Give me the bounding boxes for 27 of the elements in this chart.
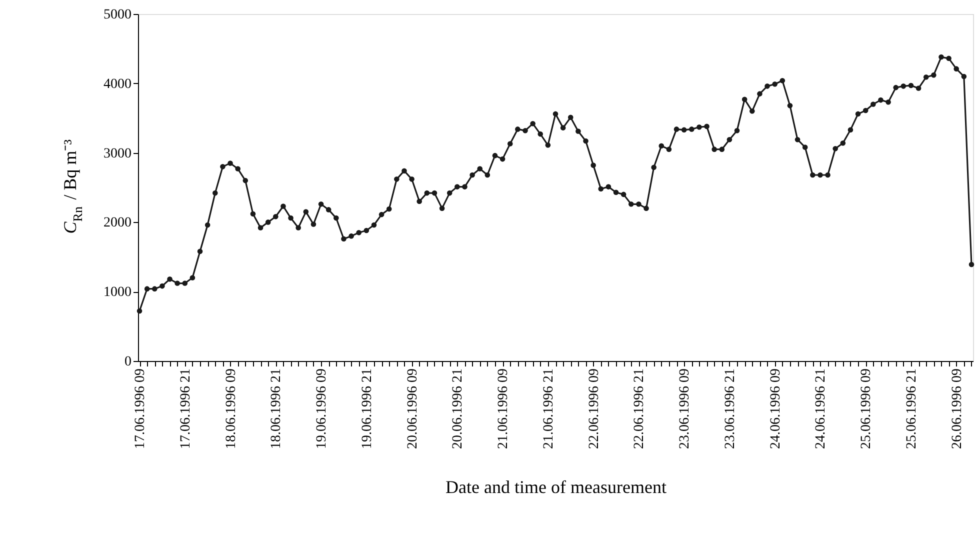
x-axis-title: Date and time of measurement — [446, 477, 666, 497]
y-tick-label: 5000 — [104, 8, 132, 22]
x-tick-label: 18.06.1996 09 — [224, 368, 239, 449]
x-tick-label: 24.06.1996 21 — [814, 368, 829, 449]
x-tick-label: 18.06.1996 21 — [269, 368, 284, 449]
x-tick-label: 25.06.1996 09 — [859, 368, 874, 449]
x-tick-label: 21.06.1996 21 — [541, 368, 556, 449]
x-tick-label: 19.06.1996 09 — [314, 368, 330, 449]
x-tick-label: 25.06.1996 21 — [904, 368, 920, 449]
y-tick-label: 2000 — [104, 216, 132, 231]
x-tick-label: 17.06.1996 21 — [178, 368, 194, 449]
y-tick-label: 1000 — [104, 285, 132, 300]
y-tick-label: 3000 — [104, 146, 132, 162]
x-tick-label: 22.06.1996 09 — [586, 368, 602, 449]
x-tick-label: 20.06.1996 09 — [405, 368, 420, 449]
x-tick-label: 20.06.1996 21 — [450, 368, 466, 449]
x-tick-label: 21.06.1996 09 — [496, 368, 512, 449]
x-tick-label: 19.06.1996 21 — [360, 368, 375, 449]
y-tick-label: 4000 — [104, 76, 132, 92]
y-axis-title: CRn / Bq m⁻³ — [60, 138, 85, 234]
y-tick-label: 0 — [124, 354, 132, 370]
x-tick-label: 22.06.1996 21 — [632, 368, 648, 449]
x-tick-label: 17.06.1996 09 — [133, 368, 148, 449]
x-tick-label: 23.06.1996 09 — [678, 368, 693, 449]
x-tick-label: 23.06.1996 21 — [722, 368, 738, 449]
x-tick-label: 24.06.1996 09 — [768, 368, 784, 449]
x-tick-label: 26.06.1996 09 — [950, 368, 965, 449]
